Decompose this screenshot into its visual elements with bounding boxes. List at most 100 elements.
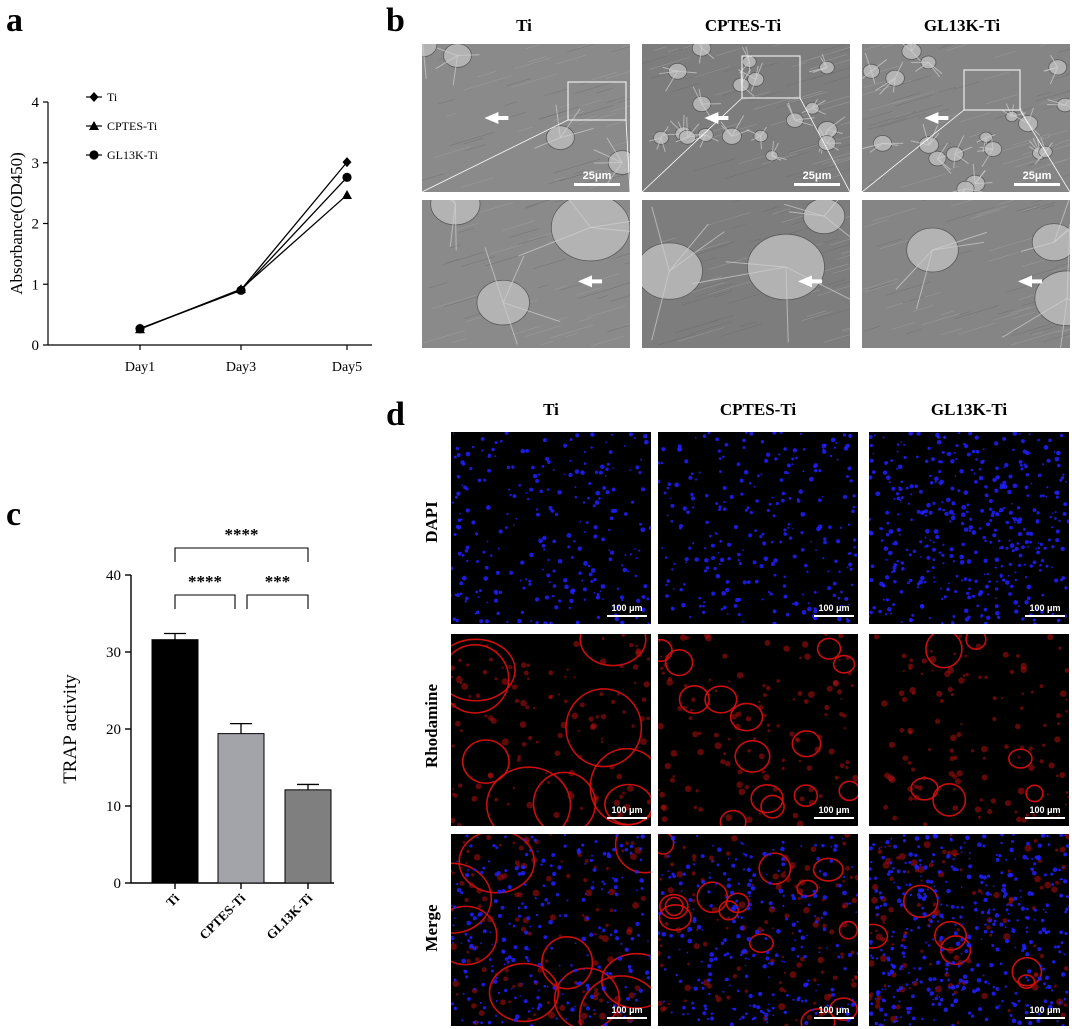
- actin-speck: [640, 738, 647, 745]
- nucleus-dot: [954, 923, 957, 927]
- nucleus-dot: [718, 505, 722, 509]
- nucleus-dot: [569, 459, 572, 462]
- nucleus-dot: [568, 472, 573, 478]
- nucleus-dot: [581, 579, 584, 582]
- actin-speck: [571, 712, 579, 720]
- nucleus-dot: [549, 621, 553, 624]
- nucleus-dot: [929, 880, 934, 884]
- nucleus-dot: [954, 589, 958, 594]
- nucleus-dot: [1026, 841, 1030, 846]
- nucleus-dot: [1011, 549, 1015, 553]
- nucleus-dot: [515, 517, 518, 520]
- nucleus-dot: [1045, 564, 1049, 568]
- actin-speck: [600, 740, 604, 744]
- sem-streak: [940, 310, 955, 316]
- nucleus-dot: [679, 587, 683, 592]
- nucleus-dot: [1031, 870, 1037, 876]
- nucleus-dot: [537, 962, 542, 967]
- nucleus-dot: [622, 567, 628, 573]
- actin-speck: [958, 677, 965, 684]
- sem-pseudopod: [937, 158, 951, 171]
- actin-speck: [512, 841, 516, 845]
- nucleus-dot: [995, 512, 1000, 517]
- nucleus-dot: [890, 963, 894, 967]
- nucleus-dot: [551, 594, 555, 598]
- actin-speck: [851, 897, 858, 903]
- nucleus-dot: [1018, 459, 1023, 464]
- actin-speck: [1020, 666, 1027, 673]
- zoom-line: [862, 109, 965, 192]
- actin-speck: [901, 696, 908, 703]
- nucleus-dot: [905, 983, 909, 987]
- nucleus-dot: [673, 841, 676, 844]
- nucleus-dot: [661, 547, 664, 550]
- nucleus-dot: [961, 923, 964, 925]
- actin-speck: [594, 987, 599, 992]
- sem-streak: [989, 237, 1033, 252]
- actin-speck: [808, 786, 815, 793]
- nucleus-dot: [995, 947, 1000, 952]
- nucleus-dot: [680, 890, 683, 893]
- nucleus-dot: [670, 835, 676, 841]
- nucleus-dot: [1011, 1018, 1017, 1024]
- nucleus-dot: [523, 999, 528, 1004]
- nucleus-dot: [879, 895, 884, 900]
- nucleus-dot: [791, 457, 795, 461]
- nucleus-dot: [963, 490, 969, 495]
- sem-streak: [951, 200, 973, 207]
- actin-speck: [792, 698, 796, 701]
- nucleus-dot: [523, 883, 527, 886]
- nucleus-dot: [700, 960, 703, 963]
- nucleus-dot: [1028, 433, 1031, 436]
- actin-speck: [595, 715, 599, 719]
- actin-speck: [451, 665, 455, 671]
- nucleus-dot: [710, 543, 715, 548]
- nucleus-dot: [1017, 999, 1021, 1003]
- sem-image-overview-gl13k: 25μm: [862, 44, 1070, 192]
- nucleus-dot: [1024, 464, 1028, 469]
- nucleus-dot: [665, 583, 668, 587]
- actin-speck: [901, 653, 907, 659]
- nucleus-dot: [678, 979, 683, 984]
- actin-speck: [455, 993, 459, 996]
- nucleus-dot: [1036, 1018, 1041, 1023]
- nucleus-dot: [847, 552, 850, 555]
- actin-speck: [922, 775, 927, 781]
- nucleus-dot: [583, 462, 587, 465]
- sem-pseudopod: [786, 104, 796, 121]
- nucleus-dot: [598, 470, 603, 475]
- significance-bracket: [246, 594, 309, 609]
- sem-streak: [614, 253, 630, 259]
- actin-speck: [744, 785, 750, 790]
- nucleus-dot: [524, 578, 528, 581]
- nucleus-dot: [818, 469, 822, 473]
- actin-speck: [451, 943, 457, 950]
- actin-speck: [889, 876, 894, 881]
- nucleus-dot: [523, 838, 527, 842]
- sem-streak: [793, 164, 838, 179]
- nucleus-dot: [1037, 542, 1040, 545]
- fluorescence-texture: 100 μm: [451, 634, 651, 826]
- sem-pseudopod: [875, 77, 896, 92]
- nucleus-dot: [475, 560, 479, 563]
- nucleus-dot: [495, 570, 500, 575]
- actin-ring: [933, 920, 968, 951]
- nucleus-dot: [1025, 930, 1029, 934]
- actin-speck: [593, 960, 599, 966]
- nucleus-dot: [569, 589, 575, 594]
- actin-speck: [475, 783, 482, 790]
- sem-streak: [998, 200, 1015, 205]
- actin-speck: [514, 917, 520, 922]
- actin-speck: [874, 1003, 881, 1009]
- nucleus-dot: [848, 902, 852, 905]
- sem-cell: [642, 242, 703, 300]
- nucleus-dot: [586, 954, 589, 957]
- nucleus-dot: [842, 494, 848, 500]
- nucleus-dot: [852, 494, 856, 498]
- nucleus-dot: [639, 858, 643, 862]
- nucleus-dot: [934, 480, 937, 483]
- actin-speck: [665, 655, 670, 660]
- nucleus-dot: [638, 988, 643, 993]
- sem-streak: [730, 223, 746, 229]
- sem-pseudopod: [771, 155, 787, 160]
